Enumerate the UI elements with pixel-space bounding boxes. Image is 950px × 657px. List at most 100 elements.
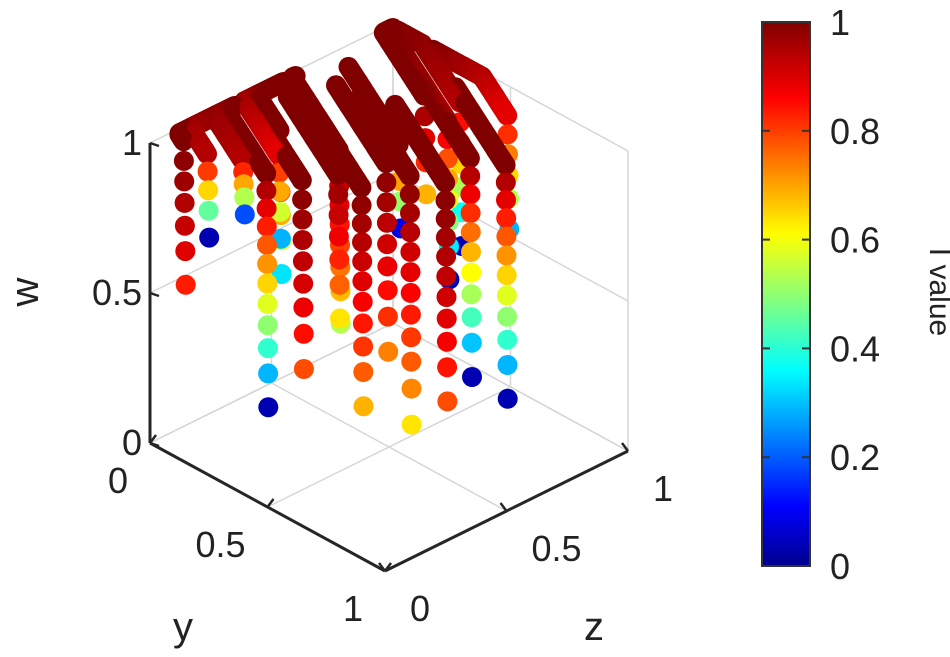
scatter-point [353,362,374,382]
y-tick-label: 1 [343,588,363,629]
scatter-point [353,336,374,357]
y-tick [266,498,275,508]
axes-3d: 0 0.5 1 0 0.5 1 0 0.5 1 w y z [3,22,673,649]
scatter-point [353,396,374,417]
colorbar-tick-label: 0.8 [830,111,880,152]
scatter-point [234,187,255,208]
scatter-point [292,230,313,250]
scatter-point [256,198,277,219]
colorbar-tick-label: 0.6 [830,220,880,261]
scatter-point [198,180,219,201]
y-tick [149,434,157,444]
scatter-point [328,205,349,225]
scatter-point [461,307,482,328]
scatter-point [497,355,518,375]
scatter-point [436,331,457,352]
z-tick-label: 0 [410,588,430,629]
scatter-point [401,378,422,399]
scatter-point [257,293,278,314]
scatter-point [292,251,313,272]
scatter-point [256,180,277,201]
scatter-point [378,341,399,362]
scatter-point [400,241,421,262]
scatter-point [256,216,277,237]
scatter-point [416,184,437,205]
scatter-point [495,155,516,176]
scatter-point [330,308,350,329]
scatter-point [328,184,349,205]
scatter-point [399,165,420,186]
scatter-point [198,200,219,221]
scatter-point [292,189,313,210]
y-axis-label: y [173,605,193,649]
scatter-point [460,222,481,243]
scatter-point [400,222,421,243]
scatter-point [376,172,397,193]
w-tick [149,291,160,298]
scatter-point [400,262,421,283]
scatter-point [495,172,516,193]
z-tick [621,442,629,452]
scatter-point [437,391,458,412]
colorbar-ticks: 0 0.2 0.4 0.6 0.8 1 [762,2,880,587]
scatter-point [436,308,457,329]
scatter-point [376,212,397,233]
z-tick [499,502,508,512]
z-axis-label: z [584,605,604,649]
scatter-point [352,251,373,272]
scatter-point [496,285,517,306]
scatter-point [173,131,194,152]
scatter-point [436,246,457,267]
scatter-point [436,287,457,307]
w-axis-label: w [3,277,47,307]
scatter-point [292,209,313,230]
scatter-point [257,338,278,359]
scatter-point [496,265,517,286]
y-tick-label: 0 [108,460,128,501]
scatter-point [461,284,482,305]
scatter-point [199,227,220,248]
y-tick [384,562,392,572]
grid-line [271,382,507,512]
scatter-point [435,208,456,229]
scatter-point [351,177,372,198]
w-tick [149,141,160,148]
colorbar-tick-label: 0.2 [830,437,880,478]
scatter-point [293,323,314,344]
scatter-point [257,253,278,274]
scatter-point [435,190,456,211]
scatter-point [496,190,516,210]
z-tick-label: 0.5 [532,528,582,569]
scatter-point [329,249,350,270]
scatter-point [257,315,278,336]
scatter-point [496,245,517,266]
scatter-point [293,297,314,318]
scatter-point [329,274,350,295]
colorbar-tick-label: 1 [830,2,850,43]
scatter-point [435,172,456,193]
scatter-point [497,306,518,327]
scatter-point [497,105,518,126]
scatter-point [352,291,373,312]
scatter-point [460,184,481,205]
scatter-point [497,329,518,350]
w-tick-label: 0 [122,422,142,463]
scatter-point [399,184,420,205]
scatter-point [352,271,373,292]
scatter-point [496,226,517,247]
scatter-point [257,273,278,294]
scatter-point [376,153,397,174]
scatter-point [234,204,255,225]
colorbar-gradient [761,21,811,567]
scatter-point [461,262,482,283]
grid-line [392,322,629,452]
colorbar-tick-label: 0.4 [830,328,880,369]
w-tick [149,441,160,448]
scatter-point [351,195,372,216]
scatter-point [497,124,518,145]
scatter-point [435,227,456,248]
scatter-point [497,388,518,409]
scatter-points [169,18,520,435]
scatter-point [327,164,348,185]
